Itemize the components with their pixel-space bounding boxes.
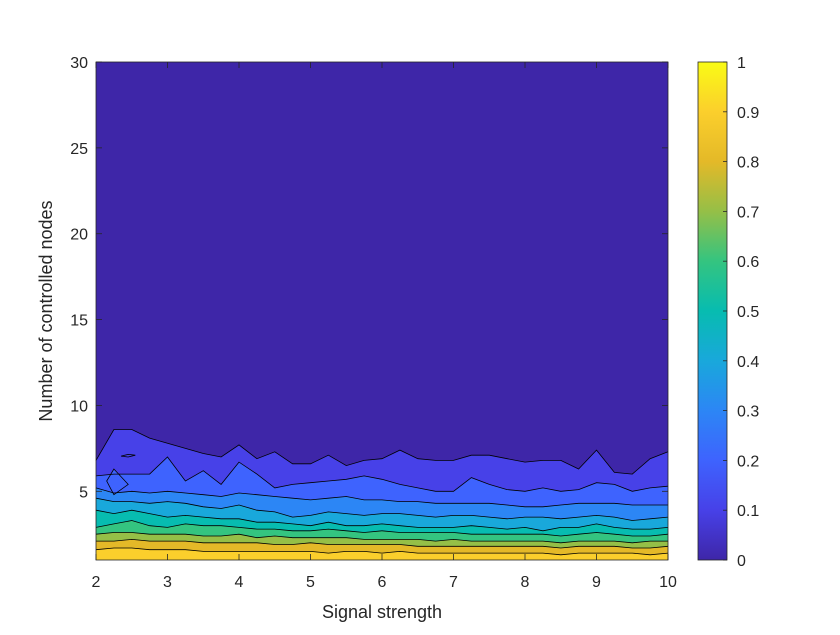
colorbar-tick-label: 0.8 [737,155,759,172]
colorbar-tick-label: 0.6 [737,254,759,271]
colorbar-tick-label: 0.3 [737,404,759,421]
y-tick-label: 5 [79,484,88,501]
y-tick-label: 15 [70,313,88,330]
x-tick-label: 7 [449,574,458,591]
y-tick-label: 10 [70,398,88,415]
colorbar: 0 0.1 0.2 0.3 0.4 0.5 0.6 0.7 0.8 0.9 1 [697,55,759,570]
contour-fills [96,62,668,560]
x-tick-label: 3 [163,574,172,591]
contour-line-0.6 [95,520,669,537]
x-tick-label: 9 [592,574,601,591]
y-axis-label: Number of controlled nodes [36,200,56,421]
colorbar-tick-label: 0.4 [737,354,759,371]
y-tick-label: 30 [70,55,88,72]
y-tick-label: 25 [70,141,88,158]
colorbar-tick-label: 0.9 [737,105,759,122]
x-tick-label: 8 [521,574,530,591]
x-tick-label: 4 [235,574,244,591]
contour-line-0.9 [95,547,669,556]
x-tick-label: 10 [659,574,677,591]
contour-line-0.1 [95,429,669,475]
x-tick-label: 5 [306,574,315,591]
x-axis-label: Signal strength [322,602,442,622]
x-tick-label: 2 [92,574,101,591]
contour-line-0.8 [96,538,669,549]
colorbar-tick-label: 0.7 [737,204,759,221]
colorbar-tick-label: 0.2 [737,453,759,470]
contour-line-0.2 [95,456,669,492]
y-axis-ticks: 5 10 15 20 25 30 [70,55,668,501]
contour-lines [95,429,669,556]
contour-island-1 [120,453,136,458]
colorbar-tick-label: 0.1 [737,503,759,520]
contour-island-0 [106,468,129,496]
y-tick-label: 20 [70,227,88,244]
contour-line-0.5 [95,509,669,532]
x-tick-label: 6 [378,574,387,591]
colorbar-gradient [697,61,728,561]
x-axis-ticks: 2 3 4 5 6 7 8 9 10 [92,62,677,591]
contour-line-0.3 [95,487,668,508]
contour-line-0.7 [95,532,668,544]
colorbar-tick-label: 0 [737,553,746,570]
colorbar-tick-label: 0.5 [737,304,759,321]
colorbar-tick-label: 1 [737,55,746,72]
contour-line-0.4 [95,497,669,521]
